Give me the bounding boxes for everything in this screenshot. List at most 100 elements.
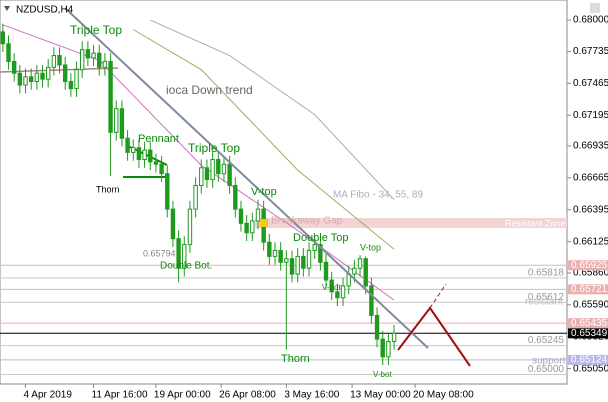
- candle-body: [125, 137, 130, 153]
- annotation: Double Bot.: [160, 261, 212, 272]
- candle-body: [335, 291, 340, 299]
- annotation: ioca Down trend: [166, 83, 253, 97]
- candle-body: [278, 249, 283, 263]
- annotation: support: [532, 356, 566, 367]
- y-tick-label: 0.67465: [573, 78, 608, 89]
- candle-body: [295, 255, 300, 275]
- candle-body: [284, 258, 289, 263]
- candle-body: [40, 72, 45, 80]
- level-label: 0.65612: [528, 292, 565, 303]
- corner-button[interactable]: [590, 3, 600, 13]
- level-tag-label: 0.65124: [571, 355, 608, 366]
- candle-body: [312, 244, 317, 251]
- candle-body: [74, 69, 79, 90]
- annotation: V-top: [360, 242, 381, 252]
- level-tag: [568, 328, 608, 339]
- candle-body: [301, 255, 306, 269]
- annotation: resistant: [525, 297, 563, 308]
- candle-body: [159, 163, 164, 175]
- x-tick-label: 13 May 00:00: [350, 390, 411, 401]
- candle-body: [352, 267, 357, 275]
- annotation: Double Top: [293, 232, 348, 244]
- plot-frame: [0, 0, 568, 385]
- level-tag: [568, 260, 608, 271]
- candle-body: [318, 244, 323, 263]
- candle-body: [119, 108, 125, 139]
- annotation: 0.65794: [143, 248, 176, 258]
- candle-body: [289, 258, 295, 275]
- x-tick-label: 11 Apr 16:00: [92, 390, 148, 401]
- candle-body: [0, 31, 6, 45]
- candle-body: [6, 43, 11, 62]
- y-tick-label: 0.66395: [573, 204, 608, 215]
- breakaway-gap: [260, 219, 268, 227]
- candle-body: [267, 241, 272, 257]
- candle-body: [23, 76, 28, 86]
- annotation: Thorn: [281, 353, 310, 365]
- annotation: Breakaway Gap: [271, 216, 343, 227]
- candle-body: [153, 161, 159, 165]
- candle-body: [108, 60, 113, 133]
- moving-average: [132, 29, 395, 250]
- candle-body: [250, 220, 255, 234]
- candle-body: [176, 238, 181, 269]
- candle-body: [357, 258, 363, 269]
- level-tag: [568, 284, 608, 295]
- y-tick-label: 0.65050: [573, 363, 608, 374]
- candle-body: [45, 66, 51, 80]
- candle-body: [391, 332, 397, 342]
- annotation: Pennant: [138, 133, 179, 145]
- y-tick-label: 0.65860: [573, 268, 608, 279]
- x-tick-label: 4 Apr 2019: [24, 390, 73, 401]
- level-tag-label: 0.65349: [571, 328, 608, 339]
- candle-body: [193, 185, 198, 210]
- y-tick-label: 0.66935: [573, 141, 608, 152]
- level-tag-label: 0.65721: [571, 284, 608, 295]
- level-tag: [568, 354, 608, 365]
- annotation: MA Fibo - 34, 55, 89: [333, 190, 423, 201]
- y-tick-label: 0.66665: [573, 172, 608, 183]
- candle-body: [204, 167, 210, 181]
- candle-body: [329, 279, 334, 293]
- candle-body: [306, 249, 312, 269]
- candle-body: [363, 258, 368, 287]
- candle-body: [80, 49, 85, 71]
- annotation: V-bot: [322, 283, 341, 292]
- candle-body: [182, 244, 187, 269]
- candle-body: [340, 285, 346, 299]
- candle-body: [323, 261, 329, 281]
- level-label: 0.65000: [528, 364, 565, 375]
- y-tick-label: 0.68000: [573, 15, 608, 26]
- candle-body: [17, 72, 23, 86]
- candle-body: [131, 147, 136, 153]
- candle-body: [85, 49, 91, 59]
- candle-body: [142, 149, 147, 161]
- candle-body: [165, 173, 170, 210]
- x-tick-label: 3 May 16:00: [284, 390, 339, 401]
- level-tag-label: 0.65435: [571, 318, 608, 329]
- resistant-zone: [255, 218, 567, 228]
- annotation: V-bot: [373, 370, 392, 379]
- y-tick-label: 0.65590: [573, 299, 608, 310]
- candle-body: [136, 147, 142, 161]
- candle-body: [210, 159, 215, 181]
- candle-body: [11, 60, 17, 74]
- candle-body: [233, 185, 238, 210]
- annotation: Resistant Zone: [505, 218, 566, 228]
- y-tick-label: 0.66125: [573, 236, 608, 247]
- candle-body: [28, 76, 34, 83]
- level-tag: [568, 318, 608, 329]
- candle-body: [221, 163, 227, 175]
- candle-body: [272, 249, 278, 257]
- candle-body: [369, 285, 374, 316]
- moving-average: [150, 19, 395, 201]
- annotation: Triple Top: [70, 23, 122, 37]
- projection-dashed: [429, 283, 447, 309]
- y-tick-label: 0.67735: [573, 46, 608, 57]
- candle-body: [227, 163, 232, 187]
- annotation: Triple Top: [188, 141, 240, 155]
- candle-body: [380, 338, 385, 358]
- level-label: 0.65245: [528, 335, 565, 346]
- level-tag-label: 0.65925: [571, 260, 608, 271]
